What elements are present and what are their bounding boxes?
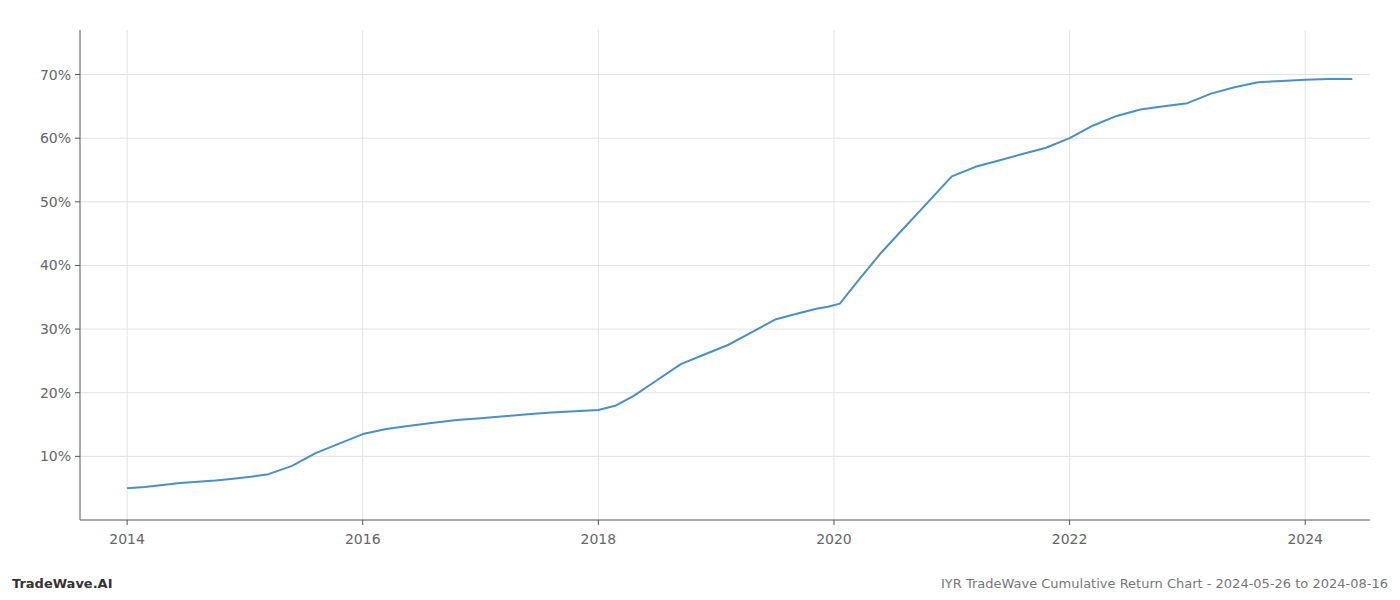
x-tick <box>833 520 834 525</box>
x-tick <box>1069 520 1070 525</box>
y-tick-label: 70% <box>40 67 71 83</box>
y-tick <box>75 138 80 139</box>
chart: 2014 2016 2018 2020 2022 2024 10% 20% 30% 40% 50% 6… <box>0 0 1400 600</box>
x-tick-label: 2022 <box>1052 531 1088 547</box>
x-tick-label: 2014 <box>109 531 145 547</box>
x-tick-label: 2024 <box>1287 531 1323 547</box>
x-grid-line <box>833 30 834 520</box>
x-tick <box>127 520 128 525</box>
plot-area <box>127 79 1352 488</box>
x-tick-label: 2018 <box>581 531 617 547</box>
x-grid-line <box>362 30 363 520</box>
y-tick <box>75 201 80 202</box>
y-tick-label: 10% <box>40 448 71 464</box>
footer-left: TradeWave.AI <box>12 576 113 591</box>
y-tick-label: 20% <box>40 385 71 401</box>
x-tick <box>1305 520 1306 525</box>
y-grid-line <box>80 392 1370 393</box>
y-grid-line <box>80 138 1370 139</box>
y-grid-line <box>80 265 1370 266</box>
y-grid-line <box>80 74 1370 75</box>
data-line <box>127 79 1352 488</box>
x-grid-line <box>127 30 128 520</box>
y-grid-line <box>80 201 1370 202</box>
y-grid-line <box>80 456 1370 457</box>
y-tick <box>75 392 80 393</box>
y-tick <box>75 74 80 75</box>
x-grid-line <box>598 30 599 520</box>
y-tick-label: 40% <box>40 257 71 273</box>
y-tick <box>75 329 80 330</box>
x-grid-line <box>1069 30 1070 520</box>
grid <box>80 30 1370 520</box>
x-tick-label: 2020 <box>816 531 852 547</box>
axes: 2014 2016 2018 2020 2022 2024 10% 20% 30% 40% 50% 6… <box>40 30 1370 547</box>
x-tick <box>598 520 599 525</box>
y-axis-line <box>80 30 81 520</box>
x-tick <box>362 520 363 525</box>
y-tick-label: 30% <box>40 321 71 337</box>
x-axis-line <box>80 520 1370 521</box>
footer-right: IYR TradeWave Cumulative Return Chart - … <box>941 576 1388 591</box>
y-tick <box>75 456 80 457</box>
y-grid-line <box>80 329 1370 330</box>
y-tick <box>75 265 80 266</box>
y-tick-label: 50% <box>40 194 71 210</box>
x-tick-label: 2016 <box>345 531 381 547</box>
x-grid-line <box>1305 30 1306 520</box>
y-tick-label: 60% <box>40 130 71 146</box>
